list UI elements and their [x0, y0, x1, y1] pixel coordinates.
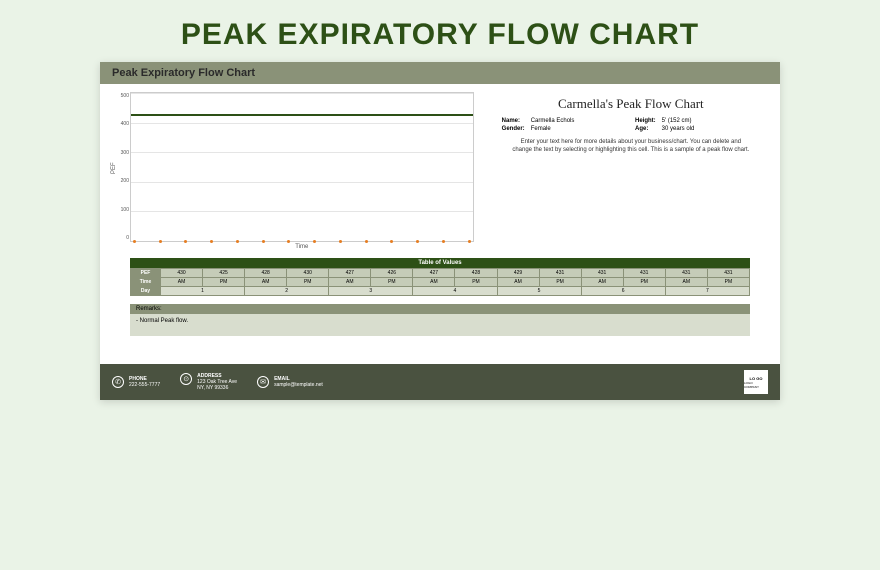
footer-address: ⊙ ADDRESS 123 Oak Tree Ave NY, NY 99336 [180, 373, 237, 391]
y-tick: 500 [117, 93, 129, 99]
table-section: Table of Values PEF 430425 428430 427426… [100, 254, 780, 302]
logo: LO GO LOGO COMPANY [744, 370, 768, 394]
table-row-pef: PEF 430425 428430 427426 427428 429431 4… [131, 269, 750, 278]
x-markers [131, 240, 473, 243]
phone-value: 222-555-7777 [129, 382, 160, 388]
footer-email: ✉ EMAIL sample@template.net [257, 376, 323, 388]
row-label: Day [131, 287, 161, 296]
footer-phone: ✆ PHONE 222-555-7777 [112, 376, 160, 388]
name-label: Name: [502, 118, 525, 124]
y-tick: 100 [117, 207, 129, 213]
info-panel: Carmella's Peak Flow Chart Name: Carmell… [494, 92, 768, 250]
data-line [131, 114, 473, 116]
page-title: PEAK EXPIRATORY FLOW CHART [0, 0, 880, 62]
y-tick: 400 [117, 121, 129, 127]
info-description: Enter your text here for more details ab… [502, 138, 760, 155]
row-label: Time [131, 278, 161, 287]
age-label: Age: [635, 126, 656, 132]
y-tick: 300 [117, 150, 129, 156]
line-chart: 500 400 300 200 100 0 [130, 92, 474, 242]
location-icon: ⊙ [180, 373, 192, 385]
table-title: Table of Values [130, 258, 750, 268]
phone-icon: ✆ [112, 376, 124, 388]
gender-label: Gender: [502, 126, 525, 132]
y-axis-label: PEF [111, 162, 117, 174]
doc-header: Peak Expiratory Flow Chart [100, 62, 780, 84]
height-label: Height: [635, 118, 656, 124]
values-table: PEF 430425 428430 427426 427428 429431 4… [130, 268, 750, 296]
address-value-2: NY, NY 99336 [197, 385, 237, 391]
y-tick: 200 [117, 178, 129, 184]
height-value: 5' (152 cm) [662, 118, 760, 124]
y-ticks: 500 400 300 200 100 0 [117, 93, 129, 241]
table-row-day: Day 1 2 3 4 5 6 7 [131, 287, 750, 296]
x-axis-label: Time [130, 244, 474, 250]
main-row: PEF 500 400 300 200 100 0 [100, 84, 780, 254]
chart-area: PEF 500 400 300 200 100 0 [112, 92, 474, 250]
remarks-text: - Normal Peak flow. [130, 314, 750, 336]
remarks-section: Remarks: - Normal Peak flow. [100, 302, 780, 344]
document-card: Peak Expiratory Flow Chart PEF 500 400 3… [100, 62, 780, 400]
info-grid: Name: Carmella Echols Height: 5' (152 cm… [502, 118, 760, 132]
footer: ✆ PHONE 222-555-7777 ⊙ ADDRESS 123 Oak T… [100, 364, 780, 400]
logo-subtext: LOGO COMPANY [744, 381, 768, 389]
name-value: Carmella Echols [531, 118, 629, 124]
remarks-label: Remarks: [130, 304, 750, 314]
info-title: Carmella's Peak Flow Chart [502, 96, 760, 112]
age-value: 30 years old [662, 126, 760, 132]
email-icon: ✉ [257, 376, 269, 388]
y-tick: 0 [117, 235, 129, 241]
gender-value: Female [531, 126, 629, 132]
table-row-time: Time AMPM AMPM AMPM AMPM AMPM AMPM AMPM [131, 278, 750, 287]
row-label: PEF [131, 269, 161, 278]
email-value: sample@template.net [274, 382, 323, 388]
